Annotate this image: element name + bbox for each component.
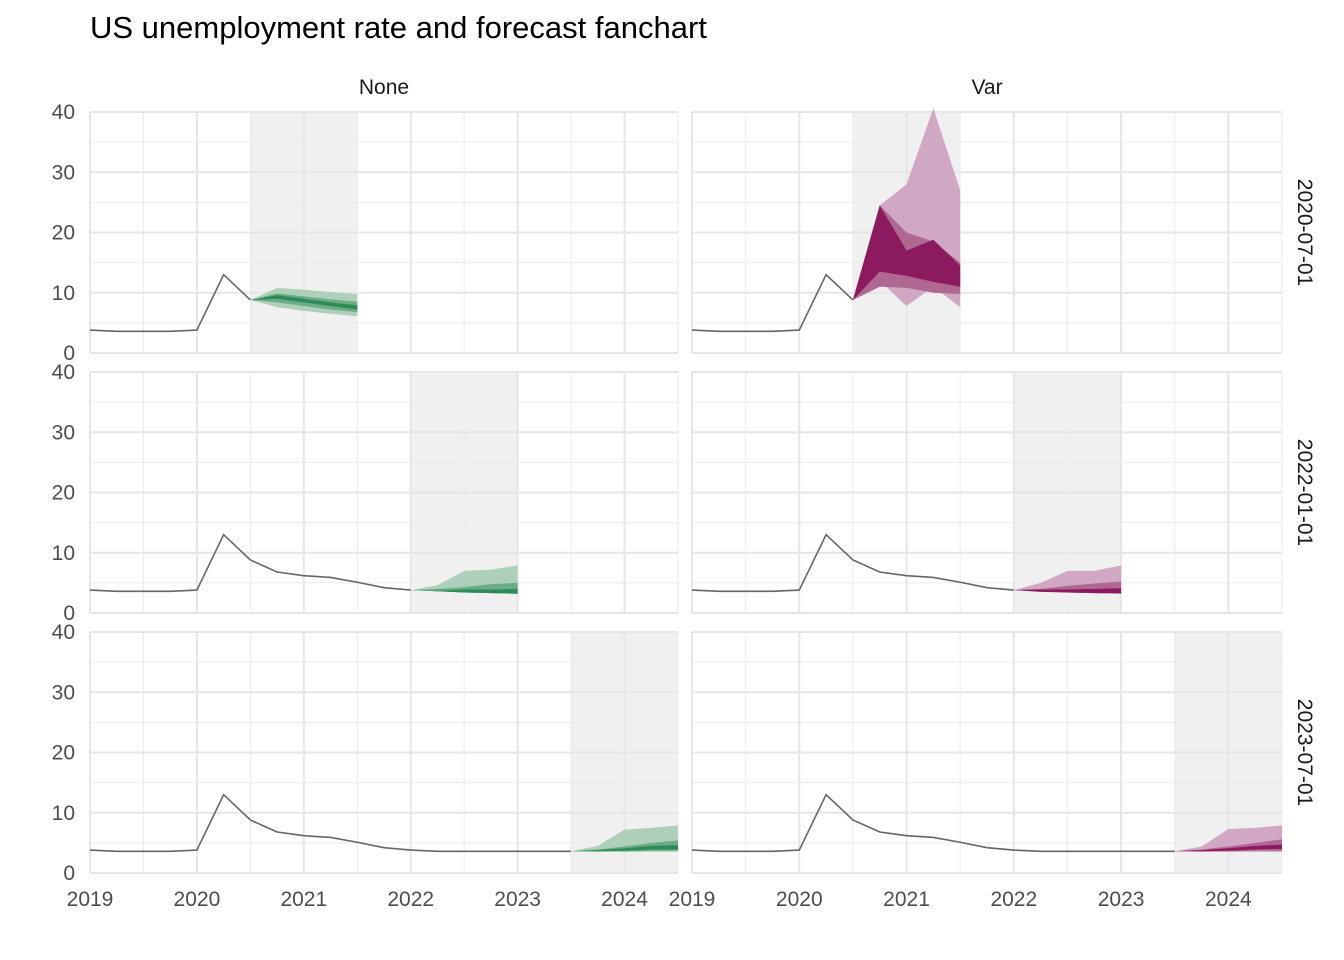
history-line	[89, 793, 572, 853]
history-line	[691, 793, 1175, 853]
y-tick-label: 20	[52, 742, 75, 765]
facet-row-label: 2020-07-01	[1293, 179, 1316, 286]
fan-band-inner	[1013, 588, 1122, 594]
x-tick-label: 2020	[174, 888, 221, 911]
x-tick-label: 2023	[494, 888, 541, 911]
fan-band-inner	[250, 295, 358, 310]
chart-title: US unemployment rate and forecast fancha…	[90, 10, 707, 45]
x-tick-label: 2019	[669, 888, 716, 911]
facet-row-label: 2022-01-01	[1293, 439, 1316, 546]
y-tick-label: 0	[63, 342, 75, 365]
y-tick-label: 20	[52, 482, 75, 505]
x-tick-label: 2024	[1205, 888, 1252, 911]
y-tick-label: 40	[52, 361, 75, 384]
x-tick-label: 2024	[601, 888, 648, 911]
facet-column-label: None	[359, 76, 409, 99]
y-tick-label: 10	[52, 282, 75, 305]
y-tick-label: 20	[52, 222, 75, 245]
facet-column-label: Var	[971, 76, 1002, 99]
y-tick-label: 0	[63, 602, 75, 625]
y-tick-label: 30	[52, 421, 75, 444]
y-tick-label: 10	[52, 802, 75, 825]
x-tick-label: 2019	[67, 888, 114, 911]
x-tick-label: 2023	[1098, 888, 1145, 911]
y-tick-label: 30	[52, 161, 75, 184]
y-tick-label: 10	[52, 542, 75, 565]
x-tick-label: 2020	[776, 888, 823, 911]
history-line	[89, 273, 251, 333]
x-tick-label: 2022	[990, 888, 1037, 911]
x-tick-label: 2022	[387, 888, 434, 911]
fan-band-inner	[410, 588, 518, 594]
y-tick-label: 40	[52, 621, 75, 644]
y-tick-label: 40	[52, 101, 75, 124]
history-line	[691, 533, 1014, 593]
fan-band-inner	[852, 205, 961, 300]
y-tick-label: 0	[63, 862, 75, 885]
fan-band-inner	[1174, 844, 1282, 852]
fan-band-inner	[571, 845, 678, 852]
facet-row-label: 2023-07-01	[1293, 699, 1316, 806]
y-tick-label: 30	[52, 681, 75, 704]
x-tick-label: 2021	[280, 888, 327, 911]
x-tick-label: 2021	[883, 888, 930, 911]
history-line	[89, 533, 411, 593]
history-line	[691, 273, 854, 333]
